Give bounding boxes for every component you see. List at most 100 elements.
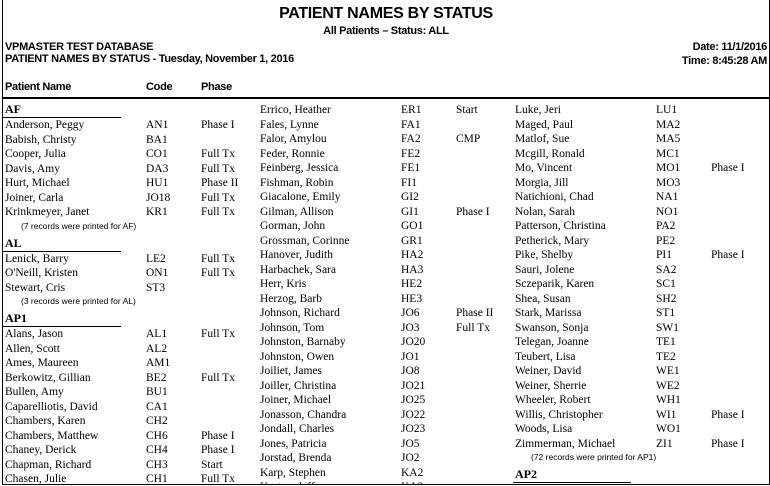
patient-row: Luke, Jeri LU1 bbox=[513, 103, 768, 118]
group-record-count: (72 records were printed for AP1) bbox=[531, 452, 657, 462]
patient-name: Lenick, Barry bbox=[5, 252, 69, 265]
patient-code: BA1 bbox=[146, 133, 168, 146]
patient-row: Ames, Maureen AM1 bbox=[3, 356, 258, 371]
patient-code: JO8 bbox=[401, 365, 420, 377]
patient-name: Mo, Vincent bbox=[515, 162, 573, 174]
patient-name: Jonasson, Chandra bbox=[260, 408, 347, 421]
patient-row: Nolan, Sarah NO1 bbox=[513, 205, 768, 220]
patient-name: Herzog, Barb bbox=[260, 292, 322, 305]
patient-phase: Start bbox=[201, 458, 223, 471]
patient-code: AM1 bbox=[146, 357, 171, 369]
patient-name: Patterson, Christina bbox=[515, 220, 606, 232]
patient-code: CH6 bbox=[146, 429, 168, 442]
patient-code: ST3 bbox=[146, 281, 166, 294]
patient-phase: CMP bbox=[456, 133, 481, 145]
report-date: Date: 11/1/2016 bbox=[692, 41, 768, 53]
patient-name: Shea, Susan bbox=[515, 292, 571, 305]
patient-row: Teubert, Lisa TE2 bbox=[513, 350, 768, 365]
patient-code: GR1 bbox=[401, 234, 423, 247]
patient-row: Chasen, Julie CH1 Full Tx bbox=[3, 472, 258, 485]
patient-row: Krinkmeyer, Janet KR1 Full Tx bbox=[3, 205, 258, 220]
patient-row: Sczeparik, Karen SC1 bbox=[513, 277, 768, 292]
patient-phase: Phase I bbox=[711, 249, 745, 261]
patient-name: Woods, Lisa bbox=[515, 423, 573, 435]
patient-name: Teubert, Lisa bbox=[515, 350, 576, 363]
patient-name: Wheeler, Robert bbox=[515, 394, 591, 406]
patient-code: FI1 bbox=[401, 176, 417, 189]
patient-name: Mcgill, Ronald bbox=[515, 147, 585, 160]
patient-code: HU1 bbox=[146, 177, 169, 189]
patient-name: Fales, Lynne bbox=[260, 118, 319, 131]
patient-code: SA2 bbox=[656, 263, 677, 276]
patient-row: Pike, Shelby PI1 Phase I bbox=[513, 248, 768, 263]
patient-row: Lenick, Barry LE2 Full Tx bbox=[3, 252, 258, 267]
patient-name: Chapman, Richard bbox=[5, 458, 92, 471]
patient-code: MO3 bbox=[656, 176, 681, 189]
patient-name: Joiliet, James bbox=[260, 365, 322, 377]
patient-code: GI2 bbox=[401, 191, 419, 203]
patient-code: WH1 bbox=[656, 394, 681, 406]
patient-row: Herzog, Barb HE3 bbox=[258, 292, 513, 307]
patient-phase: Phase I bbox=[201, 444, 235, 456]
patient-code: TE2 bbox=[656, 350, 676, 363]
report-subtitle: All Patients – Status: ALL bbox=[323, 25, 449, 37]
patient-code: NA1 bbox=[656, 191, 679, 203]
patient-row: Chaney, Derick CH4 Phase I bbox=[3, 443, 258, 458]
header-divider bbox=[3, 97, 769, 99]
patient-phase: Phase I bbox=[711, 408, 745, 421]
patient-row: Gilman, Allison GI1 Phase I bbox=[258, 205, 513, 220]
patient-phase: Phase I bbox=[711, 162, 745, 174]
patient-name: Gorman, John bbox=[260, 220, 326, 232]
patient-code: KA2 bbox=[401, 466, 424, 479]
patient-code: CA1 bbox=[146, 400, 168, 413]
patient-row: Jones, Patricia JO5 bbox=[258, 437, 513, 452]
patient-name: Jorstad, Brenda bbox=[260, 452, 332, 464]
patient-name: Karp, Stephen bbox=[260, 466, 326, 479]
patient-row: Shea, Susan SH2 bbox=[513, 292, 768, 307]
patient-phase: Phase I bbox=[201, 429, 235, 442]
patient-code: WE2 bbox=[656, 379, 680, 392]
patient-code: MA2 bbox=[656, 118, 681, 131]
patient-phase: Full Tx bbox=[201, 206, 235, 218]
patient-code: SH2 bbox=[656, 292, 677, 305]
patient-code: LU1 bbox=[656, 104, 678, 116]
patient-code: CH3 bbox=[146, 458, 168, 471]
patient-name: Fishman, Robin bbox=[260, 176, 334, 189]
patient-code: TE1 bbox=[656, 336, 676, 348]
patient-name: Berkowitz, Gillian bbox=[5, 371, 91, 384]
patient-code: FE1 bbox=[401, 162, 421, 174]
patient-name: Kasten, Jeff bbox=[260, 480, 315, 484]
patient-row: Chambers, Karen CH2 bbox=[3, 414, 258, 429]
patient-code: ON1 bbox=[146, 267, 169, 279]
patient-code: MO1 bbox=[656, 162, 681, 174]
patient-code: JO1 bbox=[401, 350, 420, 363]
report-title: PATIENT NAMES BY STATUS bbox=[279, 5, 493, 22]
patient-row: Johnston, Owen JO1 bbox=[258, 350, 513, 365]
patient-name: Jones, Patricia bbox=[260, 437, 327, 450]
patient-name: Feder, Ronnie bbox=[260, 147, 325, 160]
patient-row: Joiller, Christina JO21 bbox=[258, 379, 513, 394]
patient-name: Chambers, Karen bbox=[5, 415, 86, 427]
patient-phase: Full Tx bbox=[201, 328, 235, 340]
patient-row: Stark, Marissa ST1 bbox=[513, 306, 768, 321]
patient-name: Jondall, Charles bbox=[260, 423, 335, 435]
patient-name: Chambers, Matthew bbox=[5, 429, 99, 442]
patient-name: Falor, Amylou bbox=[260, 133, 327, 145]
patient-name: Maged, Paul bbox=[515, 118, 574, 131]
patient-code: WO1 bbox=[656, 423, 681, 435]
patient-name: Alans, Jason bbox=[5, 328, 64, 340]
patient-name: Nolan, Sarah bbox=[515, 205, 576, 218]
patient-code: MC1 bbox=[656, 147, 680, 160]
patient-row: Hurt, Michael HU1 Phase II bbox=[3, 176, 258, 191]
patient-name: Cooper, Julia bbox=[5, 148, 66, 160]
patient-code: AN1 bbox=[146, 119, 169, 131]
patient-name: Chasen, Julie bbox=[5, 473, 67, 485]
patient-code: JO18 bbox=[146, 191, 171, 204]
patient-phase: Full Tx bbox=[456, 321, 490, 334]
column-header-phase: Phase bbox=[201, 81, 232, 93]
patient-name: Swanson, Sonja bbox=[515, 321, 589, 334]
patient-row: Feder, Ronnie FE2 bbox=[258, 147, 513, 162]
patient-name: Willis, Christopher bbox=[515, 408, 603, 421]
patient-row: Jonasson, Chandra JO22 bbox=[258, 408, 513, 423]
patient-phase: Full Tx bbox=[201, 371, 235, 384]
